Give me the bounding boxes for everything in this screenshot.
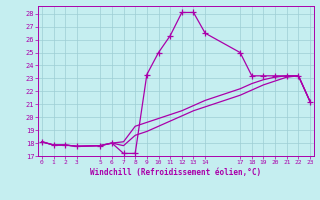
X-axis label: Windchill (Refroidissement éolien,°C): Windchill (Refroidissement éolien,°C) — [91, 168, 261, 177]
